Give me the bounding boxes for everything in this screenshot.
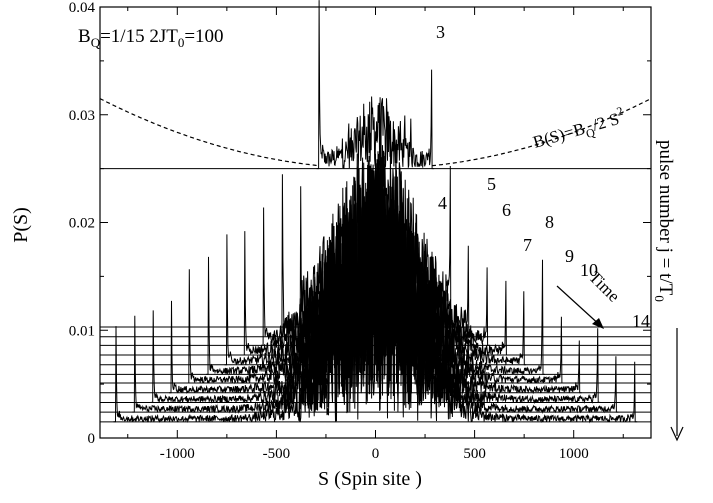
right-axis-label: pulse number j = t/T0 — [652, 140, 676, 302]
axis-ticks — [100, 6, 651, 439]
pulse-curves — [113, 0, 638, 424]
x-tick-label: 1000 — [559, 446, 589, 462]
baselines — [100, 168, 651, 423]
time-arrow — [556, 285, 603, 328]
pulse-label-3: 3 — [436, 22, 445, 42]
pulse-j3 — [316, 0, 435, 170]
x-tick-label: 500 — [463, 446, 486, 462]
y-tick-label: 0 — [88, 431, 96, 447]
y-axis-label: P(S) — [10, 207, 32, 243]
pulse-label-9: 9 — [565, 246, 574, 266]
parameters-label: BQ=1/15 2JT0=100 — [78, 26, 224, 50]
pulse-j14 — [113, 233, 638, 424]
pulse-label-4: 4 — [438, 193, 447, 213]
y-tick-label: 0.01 — [69, 323, 95, 339]
right-axis-arrowhead — [670, 426, 684, 442]
pulse-label-5: 5 — [487, 174, 496, 194]
pulse-j4 — [298, 133, 453, 328]
pulse-label-7: 7 — [523, 235, 532, 255]
x-tick-label: -500 — [263, 446, 291, 462]
tick-labels: -1000 -500 0 500 1000 0 0.01 0.02 0.03 0.04 — [69, 0, 589, 462]
y-tick-label: 0.04 — [69, 0, 96, 16]
y-tick-label: 0.02 — [69, 216, 95, 232]
field-curve — [99, 98, 651, 167]
field-label: B(S)=BQ/2 S2 — [530, 104, 628, 156]
pulse-j13 — [132, 228, 619, 414]
x-axis-label: S (Spin site ) — [318, 468, 422, 490]
pulse-label-10: 10 — [580, 260, 598, 280]
x-tick-label: 0 — [372, 446, 380, 462]
y-tick-label: 0.03 — [69, 108, 95, 124]
x-tick-label: -1000 — [160, 446, 195, 462]
time-arrowhead — [592, 318, 604, 329]
pulse-label-6: 6 — [502, 200, 511, 220]
pulse-label-8: 8 — [545, 212, 554, 232]
pulse-label-14: 14 — [632, 311, 650, 331]
